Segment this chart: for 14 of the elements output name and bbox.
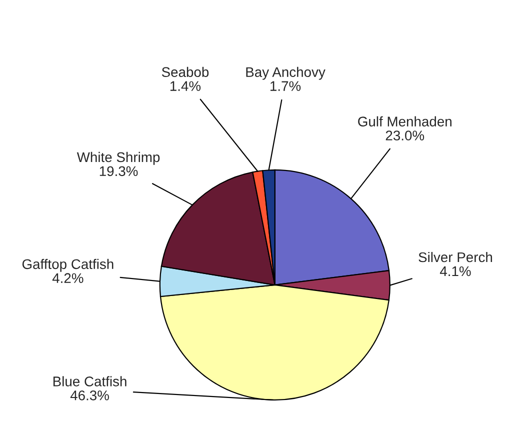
data-label: 19.3% — [100, 166, 138, 176]
slice-label: Gulf Menhaden — [358, 116, 452, 126]
data-label: 46.3% — [70, 390, 109, 400]
slice-label: White Shrimp — [76, 152, 160, 165]
data-label: 1.4% — [170, 81, 201, 91]
slice-label: Gafftop Catfish — [22, 258, 114, 272]
data-label: 23.0% — [386, 130, 424, 140]
slice-label: Silver Perch — [418, 252, 492, 262]
slice-label: Seabob — [162, 66, 209, 78]
data-label: 4.2% — [52, 273, 84, 283]
data-label: 4.1% — [440, 266, 471, 276]
data-label: 1.7% — [270, 81, 301, 91]
slice-label: Blue Catfish — [53, 376, 126, 386]
slice-label: Bay Anchovy — [246, 66, 326, 80]
